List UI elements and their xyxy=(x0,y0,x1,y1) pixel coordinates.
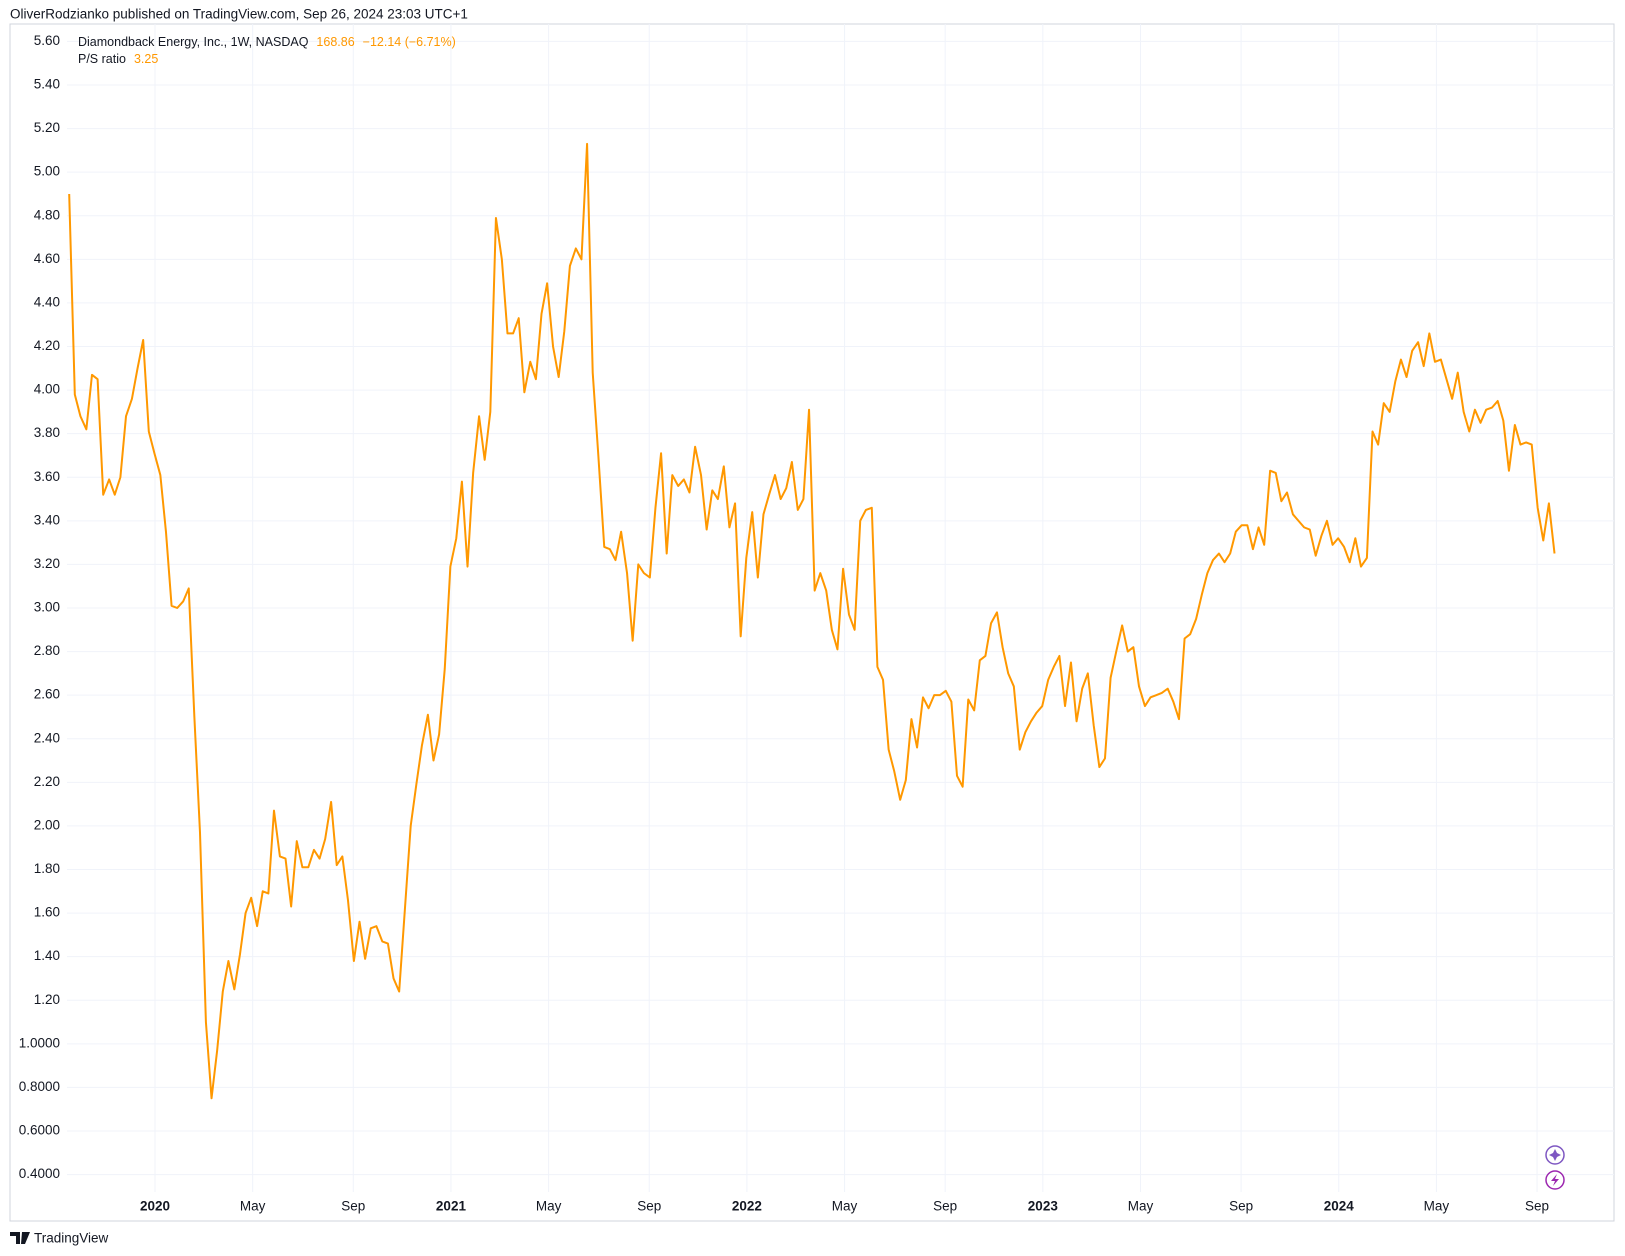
y-tick-label: 1.60 xyxy=(34,905,60,920)
x-tick-label: Sep xyxy=(933,1199,957,1214)
x-tick-label: 2023 xyxy=(1028,1199,1059,1214)
x-tick-label: May xyxy=(832,1199,858,1214)
y-tick-label: 1.40 xyxy=(34,948,60,963)
x-tick-label: May xyxy=(536,1199,562,1214)
x-tick-label: 2021 xyxy=(436,1199,467,1214)
x-tick-label: 2022 xyxy=(732,1199,762,1214)
y-tick-label: 4.20 xyxy=(34,338,60,353)
legend-series: P/S ratio 3.25 xyxy=(78,52,158,66)
header: OliverRodzianko published on TradingView… xyxy=(10,7,468,22)
legend-value: 3.25 xyxy=(134,52,158,66)
x-tick-label: May xyxy=(1128,1199,1154,1214)
y-tick-label: 3.00 xyxy=(34,600,60,615)
plot xyxy=(68,142,1556,1100)
x-tick-label: Sep xyxy=(341,1199,365,1214)
y-tick-label: 2.40 xyxy=(34,730,60,745)
y-tick-label: 4.00 xyxy=(34,382,60,397)
price: 168.86 xyxy=(316,35,354,49)
x-tick-label: 2024 xyxy=(1324,1199,1355,1214)
y-tick-label: 5.20 xyxy=(34,120,60,135)
y-tick-label: 1.20 xyxy=(34,992,60,1007)
y-tick-label: 3.40 xyxy=(34,512,60,527)
y-tick-label: 3.60 xyxy=(34,469,60,484)
y-tick-label: 4.40 xyxy=(34,294,60,309)
x-tick-label: 2020 xyxy=(140,1199,170,1214)
y-tick-label: 0.8000 xyxy=(19,1079,60,1094)
x-tick-label: May xyxy=(1424,1199,1450,1214)
icon-glyph xyxy=(1549,1149,1561,1161)
y-tick-label: 2.80 xyxy=(34,643,60,658)
y-tick-label: 4.80 xyxy=(34,207,60,222)
y-tick-label: 4.60 xyxy=(34,251,60,266)
x-tick-label: Sep xyxy=(637,1199,661,1214)
y-tick-label: 3.20 xyxy=(34,556,60,571)
line xyxy=(68,142,1556,1100)
y-tick-label: 1.0000 xyxy=(19,1035,60,1050)
x-tick-label: May xyxy=(240,1199,266,1214)
y-tick-label: 2.60 xyxy=(34,687,60,702)
y-tick-label: 3.80 xyxy=(34,425,60,440)
legend-symbol: Diamondback Energy, Inc., 1W, NASDAQ 168.… xyxy=(78,35,456,49)
y-tick-label: 5.00 xyxy=(34,164,60,179)
y-tick-label: 5.40 xyxy=(34,77,60,92)
change: −12.14 (−6.71%) xyxy=(363,35,456,49)
icons xyxy=(1545,1145,1565,1190)
chart-frame xyxy=(9,23,1615,1222)
y-tick-label: 2.00 xyxy=(34,817,60,832)
x-tick-label: Sep xyxy=(1229,1199,1253,1214)
icon-glyph xyxy=(1551,1174,1559,1186)
y-tick-label: 2.20 xyxy=(34,774,60,789)
logo xyxy=(10,1232,30,1244)
legend-name: P/S ratio xyxy=(78,52,126,66)
y-tick-label: 1.80 xyxy=(34,861,60,876)
footer: TradingView xyxy=(34,1231,109,1246)
y-tick-label: 0.6000 xyxy=(19,1123,60,1138)
y-tick-label: 0.4000 xyxy=(19,1166,60,1181)
footer-logo: TradingView xyxy=(10,1231,109,1246)
symbol: Diamondback Energy, Inc., 1W, NASDAQ xyxy=(78,35,309,49)
y-tick-label: 5.60 xyxy=(34,33,60,48)
x-tick-label: Sep xyxy=(1525,1199,1549,1214)
